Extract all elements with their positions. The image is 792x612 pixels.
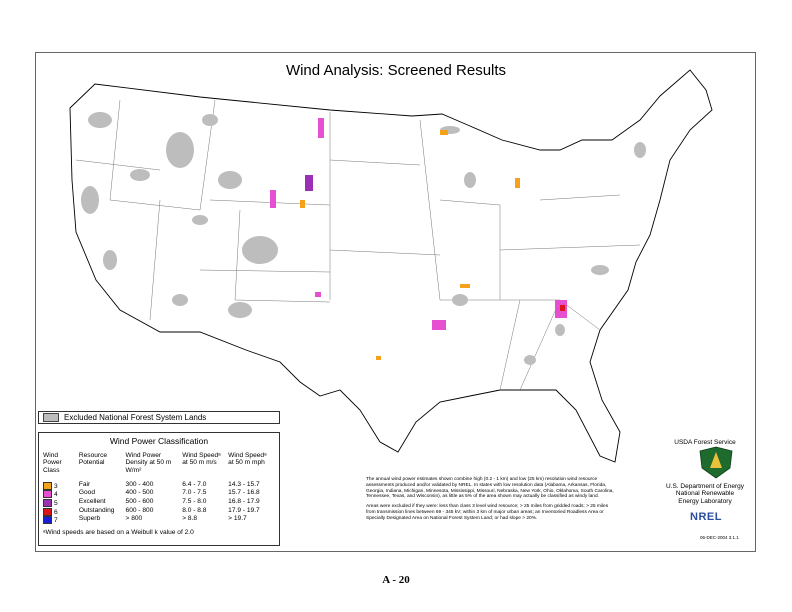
column-header: Wind Power Density at 50 m W/m² — [125, 452, 172, 474]
usda-label: USDA Forest Service — [674, 439, 736, 446]
cell-text: 15.7 - 16.8 — [228, 489, 260, 497]
excluded-legend: Excluded National Forest System Lands — [38, 411, 280, 424]
column-header: Resource Potential — [78, 452, 108, 467]
class-cell: 6 — [43, 507, 79, 517]
class-swatch — [43, 481, 52, 490]
excluded-lands — [81, 112, 646, 365]
class-cell: 5 — [43, 499, 79, 508]
cell-text: > 8.8 — [182, 515, 198, 523]
class-cell: 7.0 - 7.5 — [182, 489, 228, 499]
us-outline — [69, 69, 713, 463]
classification-table: Wind Power Class Resource Potential Wind P… — [43, 452, 275, 525]
class-cell: > 8.8 — [182, 515, 228, 525]
class-row: 3 Fair 300 - 400 6.4 - 7.0 14.3 - 15.7 — [43, 480, 275, 491]
classification-title: Wind Power Classification — [109, 436, 209, 446]
class-cell: 8.0 - 8.8 — [182, 506, 228, 517]
note-paragraph: The annual wind power estimates shown co… — [366, 477, 614, 500]
class-cell: Superb — [78, 515, 126, 525]
cell-text: 600 - 800 — [125, 506, 154, 514]
column-header: Wind Power Class — [43, 452, 62, 474]
class-cell: 4 — [43, 490, 79, 499]
cell-text: 16.8 - 17.9 — [228, 498, 260, 506]
class-cell: 300 - 400 — [125, 480, 183, 491]
class-swatch — [43, 507, 52, 516]
class-cell: Excellent — [78, 498, 126, 508]
footnote: ᵃWind speeds are based on a Weibull k va… — [43, 529, 194, 537]
excluded-swatch — [43, 413, 59, 422]
map-title: Wind Analysis: Screened Results — [285, 62, 507, 79]
class-cell: > 800 — [125, 515, 183, 525]
class-cell: Good — [78, 489, 126, 499]
cell-text: 8.0 - 8.8 — [182, 506, 207, 514]
class-cell: > 19.7 — [228, 515, 275, 525]
cell-text: Outstanding — [78, 506, 115, 514]
classification-legend: Wind Power Classification Wind Power Cla… — [38, 432, 280, 546]
class-cell: 7.5 - 8.0 — [182, 498, 228, 508]
notes: The annual wind power estimates shown co… — [366, 477, 618, 525]
class-row: 7 Superb > 800 > 8.8 > 19.7 — [43, 515, 275, 525]
doe-label: U.S. Department of Energy National Renewa… — [655, 483, 755, 505]
cell-text: Superb — [78, 515, 101, 523]
class-cell: Fair — [78, 480, 126, 491]
page-number: A - 20 — [382, 574, 410, 586]
usda-shield — [699, 446, 733, 479]
note-paragraph: Areas were excluded if they were: less t… — [366, 504, 609, 521]
date-stamp: 06-DEC-2004 3.1.1 — [700, 535, 739, 540]
cell-text: 300 - 400 — [125, 480, 154, 488]
class-swatch — [43, 516, 52, 525]
class-cell: Outstanding — [78, 506, 126, 517]
cell-text: 14.3 - 15.7 — [228, 480, 260, 488]
excluded-label: Excluded National Forest System Lands — [64, 413, 207, 422]
class-cell: 16.8 - 17.9 — [228, 498, 275, 508]
cell-text: 17.9 - 19.7 — [228, 506, 260, 514]
class-row: 5 Excellent 500 - 600 7.5 - 8.0 16.8 - 17.9 — [43, 498, 275, 508]
class-cell: 500 - 600 — [125, 498, 183, 508]
doe-line: National Renewable — [675, 490, 735, 498]
cell-text: 5 — [54, 499, 58, 507]
column-header: Wind Speedᵃ at 50 m m/s — [182, 452, 221, 467]
class-cell: 3 — [43, 481, 79, 491]
cell-text: > 19.7 — [228, 515, 247, 523]
class-cell: 17.9 - 19.7 — [228, 506, 275, 517]
column-header: Wind Speedᵃ at 50 m mph — [228, 452, 267, 467]
state-lines — [75, 99, 641, 391]
class-cell: 600 - 800 — [125, 506, 183, 517]
class-row: 4 Good 400 - 500 7.0 - 7.5 15.7 - 16.8 — [43, 489, 275, 499]
cell-text: 500 - 600 — [125, 498, 154, 506]
cell-text: 6 — [54, 508, 58, 516]
doe-line: Energy Laboratory — [678, 497, 732, 505]
class-cell: 7 — [43, 516, 79, 525]
class-cell: 14.3 - 15.7 — [228, 480, 275, 491]
wind-areas — [270, 118, 567, 360]
cell-text: 7.5 - 8.0 — [182, 498, 207, 506]
class-row: 6 Outstanding 600 - 800 8.0 - 8.8 17.9 - 19.… — [43, 506, 275, 517]
cell-text: 400 - 500 — [125, 489, 154, 497]
map-frame — [35, 52, 756, 552]
cell-text: Excellent — [78, 498, 106, 506]
cell-text: > 800 — [125, 515, 143, 523]
cell-text: 4 — [54, 491, 58, 499]
class-swatch — [43, 499, 52, 508]
cell-text: 6.4 - 7.0 — [182, 480, 207, 488]
cell-text: Good — [78, 489, 95, 497]
doe-line: U.S. Department of Energy — [665, 483, 745, 490]
cell-text: 7.0 - 7.5 — [182, 489, 207, 497]
cell-text: Fair — [78, 480, 91, 488]
cell-text: 3 — [54, 482, 58, 490]
cell-text: 7 — [54, 517, 58, 525]
nrel-logo: NREL — [690, 511, 722, 523]
class-cell: 6.4 - 7.0 — [182, 480, 228, 491]
class-cell: 400 - 500 — [125, 489, 183, 499]
class-swatch — [43, 490, 52, 499]
class-cell: 15.7 - 16.8 — [228, 489, 275, 499]
